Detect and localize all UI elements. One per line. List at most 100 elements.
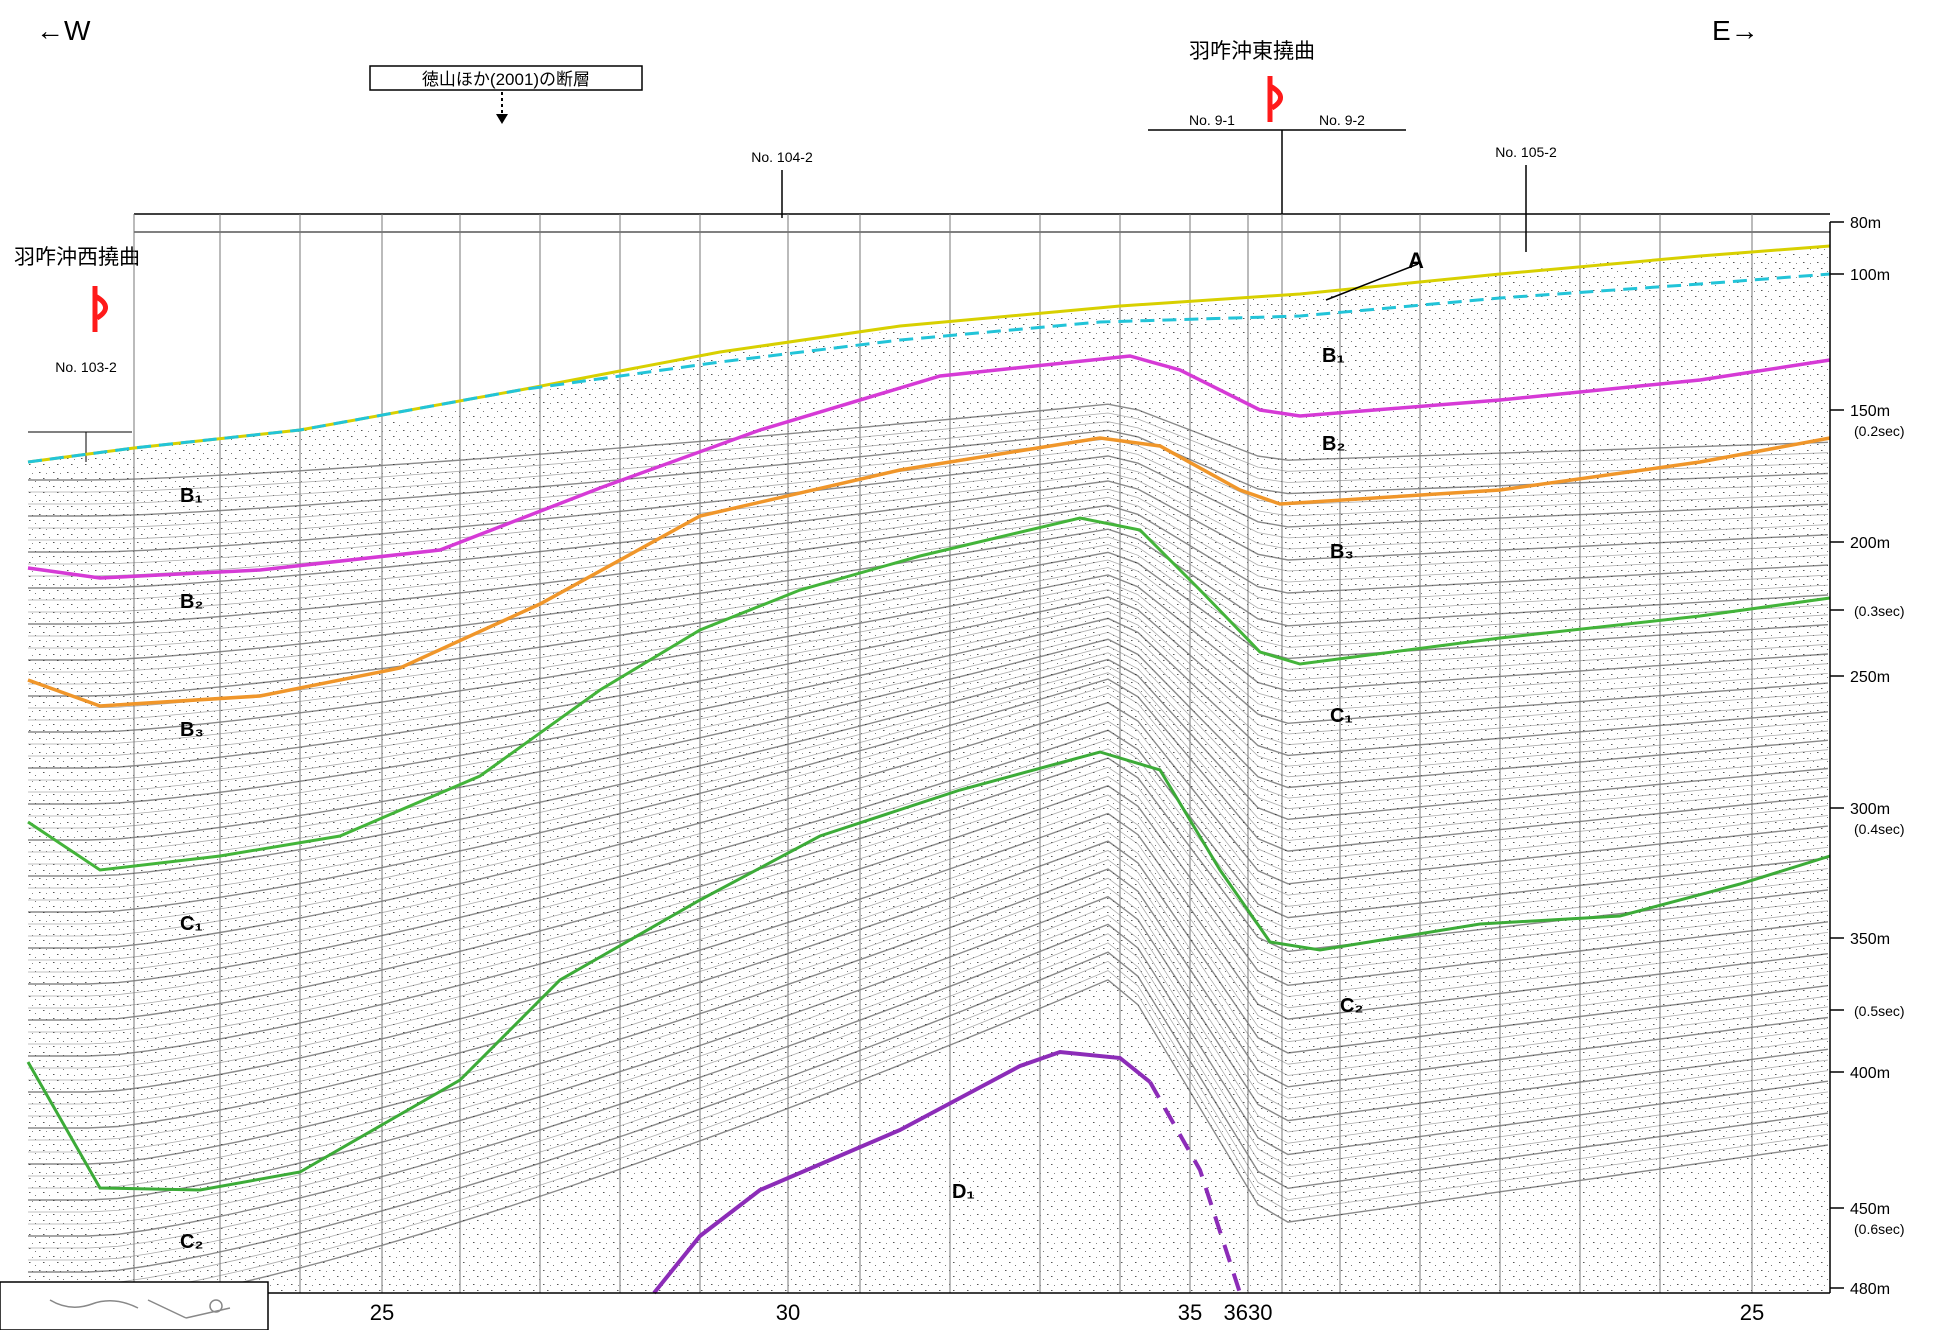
seismic-reflector xyxy=(28,859,1829,1153)
seismic-reflector xyxy=(28,480,1829,589)
depth-time-label: (0.5sec) xyxy=(1854,1003,1905,1019)
depth-time-label: (0.2sec) xyxy=(1854,423,1905,439)
depth-tick-label: 300m xyxy=(1850,801,1890,818)
east-flexure-label: 羽咋沖東撓曲 xyxy=(1189,40,1315,63)
crossing-no104-2: No. 104-2 xyxy=(751,149,813,165)
seismic-reflector xyxy=(28,850,1829,1141)
east-direction-label: E→ xyxy=(1712,15,1759,46)
seismic-reflector xyxy=(28,638,1829,841)
seismic-reflector xyxy=(28,596,1829,769)
depth-axis: 80m 100m 150m (0.2sec) 200m (0.3sec) 250m 300m (… xyxy=(1830,215,1905,1298)
seismic-reflector xyxy=(28,528,1829,661)
seismic-reflector xyxy=(28,438,1829,529)
seismic-reflector xyxy=(28,757,1829,1021)
layer-d1-label: D₁ xyxy=(952,1181,975,1203)
seismic-reflector xyxy=(28,748,1829,1009)
depth-time-label: (0.6sec) xyxy=(1854,1221,1905,1237)
west-flexure-label: 羽咋沖西撓曲 xyxy=(14,246,140,269)
c1-c2-horizon-green xyxy=(26,750,1831,1192)
seismic-reflector xyxy=(28,729,1829,985)
depth-tick-label: 150m xyxy=(1850,403,1890,420)
crossing-no105-2: No. 105-2 xyxy=(1495,144,1557,160)
seismic-reflector xyxy=(28,720,1829,973)
seismic-reflector xyxy=(28,840,1829,1129)
seismic-reflector xyxy=(28,658,1829,877)
fault-label: 徳山ほか(2001)の断層 xyxy=(422,70,590,89)
seismic-reflector xyxy=(28,551,1829,697)
crossing-no103-2: No. 103-2 xyxy=(55,359,117,375)
seismic-reflector xyxy=(28,421,1829,505)
bottom-tick-label: 25 xyxy=(1740,1300,1764,1325)
seismic-reflector xyxy=(28,905,1829,1213)
seismic-reflector xyxy=(28,625,1829,817)
seismic-reflector xyxy=(28,868,1829,1165)
seismic-reflector-lines xyxy=(28,403,1829,1291)
crossing-no9-1: No. 9-1 xyxy=(1189,112,1235,128)
seismic-reflector xyxy=(28,711,1829,961)
fault-label-box xyxy=(369,65,643,91)
seismic-reflector xyxy=(28,685,1829,925)
depth-tick-label: 200m xyxy=(1850,535,1890,552)
seismic-reflector xyxy=(28,812,1829,1093)
seismic-reflector xyxy=(28,942,1829,1261)
bottom-tick-label: 30 xyxy=(776,1300,800,1325)
seismic-reflector xyxy=(28,403,1829,481)
depth-tick-label: 350m xyxy=(1850,931,1890,948)
depth-tick-label: 400m xyxy=(1850,1065,1890,1082)
crossing-no9-2: No. 9-2 xyxy=(1319,112,1365,128)
seismic-reflector xyxy=(28,447,1829,541)
seismic-reflector xyxy=(28,877,1829,1177)
seismic-reflector xyxy=(28,951,1829,1273)
inset-map-marker xyxy=(209,1299,223,1313)
seismic-reflector xyxy=(28,831,1829,1117)
seismic-reflector xyxy=(28,463,1829,565)
layer-b1-label-east: B₁ xyxy=(1322,345,1345,367)
layer-b2-label-west: B₂ xyxy=(180,591,203,613)
seismic-reflector xyxy=(28,794,1829,1069)
seismic-reflector xyxy=(28,488,1829,601)
layer-b1-label-west: B₁ xyxy=(180,485,203,507)
west-direction-label: ←W xyxy=(36,15,91,46)
seismic-reflector xyxy=(28,645,1829,853)
bottom-tick-label: 3630 xyxy=(1224,1300,1273,1325)
d1-horizon-purple-dashed xyxy=(1148,1081,1242,1294)
seismic-reflector xyxy=(28,672,1829,901)
seismic-reflector xyxy=(28,665,1829,889)
layer-b3-label-east: B₃ xyxy=(1330,541,1354,563)
layer-a-leader xyxy=(1325,263,1419,301)
seismic-reflector xyxy=(28,887,1829,1189)
seismic-reflector xyxy=(28,933,1829,1249)
seismic-reflector xyxy=(28,520,1829,649)
seismic-reflector xyxy=(28,504,1829,625)
west-flexure-symbol xyxy=(92,286,108,332)
d1-horizon-purple xyxy=(652,1049,1152,1295)
seismic-reflector xyxy=(28,766,1829,1033)
east-flexure-symbol xyxy=(1267,76,1283,122)
seismic-reflector xyxy=(28,574,1829,733)
seismic-reflector xyxy=(28,652,1829,865)
seismic-reflector xyxy=(28,455,1829,553)
layer-c1-label-east: C₁ xyxy=(1330,705,1353,727)
fault-arrow-head xyxy=(496,114,508,124)
depth-tick-label: 100m xyxy=(1850,267,1890,284)
layer-a-label: A xyxy=(1408,248,1424,273)
seismic-reflector xyxy=(28,496,1829,613)
seismic-reflector xyxy=(28,412,1829,493)
b3-c1-horizon-green xyxy=(27,516,1831,872)
seismic-reflector xyxy=(28,960,1829,1285)
seismic-reflector xyxy=(28,536,1829,673)
layer-c2-label-east: C₂ xyxy=(1340,995,1363,1017)
depth-tick-label: 480m xyxy=(1850,1281,1890,1298)
seismic-reflector xyxy=(28,589,1829,757)
depth-tick-label: 450m xyxy=(1850,1201,1890,1218)
bottom-axis: 25 30 35 3630 25 xyxy=(370,1300,1764,1325)
seismic-reflector xyxy=(28,822,1829,1105)
seafloor-horizon-yellow xyxy=(27,244,1831,464)
seismic-section-area xyxy=(28,246,1830,1293)
seismic-reflector xyxy=(28,544,1829,685)
seismic-reflector xyxy=(28,512,1829,637)
seismic-reflector xyxy=(28,739,1829,997)
layer-b3-label-west: B₃ xyxy=(180,719,204,741)
shot-point-gridlines xyxy=(133,214,1753,1293)
